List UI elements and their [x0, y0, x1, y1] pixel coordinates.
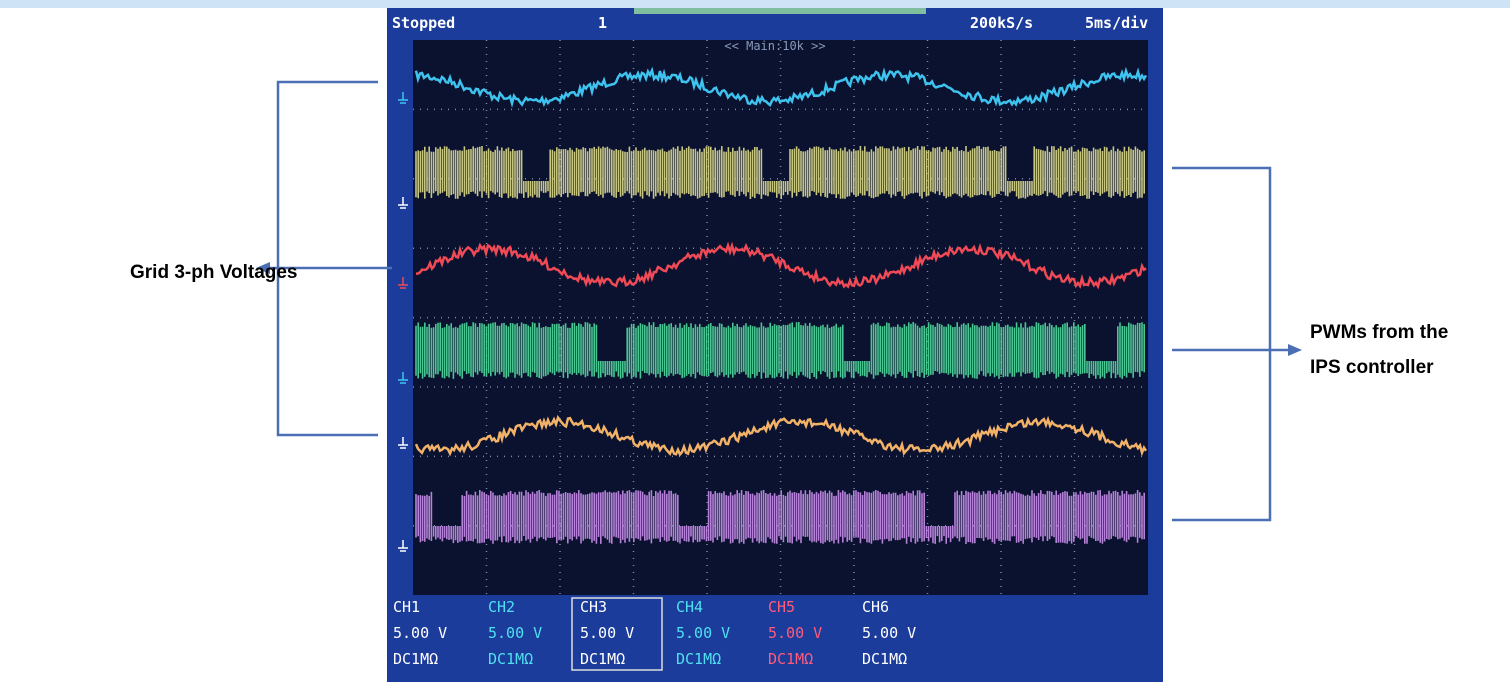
channel-scale: 5.00 V [580, 624, 634, 642]
annotation-right-line: PWMs from the [1310, 322, 1448, 343]
top-band [0, 0, 1510, 8]
zoom-label: << Main:10k >> [724, 39, 825, 53]
channel-scale: 5.00 V [393, 624, 447, 642]
channel-name: CH2 [488, 598, 515, 616]
memory-bar [634, 8, 926, 14]
channel-coupling: DC1MΩ [393, 650, 438, 668]
channel-scale: 5.00 V [862, 624, 916, 642]
channel-name: CH1 [393, 598, 420, 616]
channel-scale: 5.00 V [676, 624, 730, 642]
channel-coupling: DC1MΩ [862, 650, 907, 668]
channel-scale: 5.00 V [488, 624, 542, 642]
sample-rate: 200kS/s [970, 14, 1033, 32]
annotation-left: Grid 3-ph Voltages [130, 262, 298, 283]
annotation-right-line: IPS controller [1310, 357, 1434, 378]
channel-coupling: DC1MΩ [580, 650, 625, 668]
trigger-channel: 1 [598, 14, 607, 32]
channel-coupling: DC1MΩ [676, 650, 721, 668]
channel-coupling: DC1MΩ [488, 650, 533, 668]
status: Stopped [392, 14, 455, 32]
channel-name: CH5 [768, 598, 795, 616]
channel-name: CH6 [862, 598, 889, 616]
channel-scale: 5.00 V [768, 624, 822, 642]
time-div: 5ms/div [1085, 14, 1148, 32]
figure: Stopped 1 200kS/s 5ms/div << Main:10k >>… [0, 0, 1510, 682]
channel-name: CH3 [580, 598, 607, 616]
channel-name: CH4 [676, 598, 703, 616]
channel-coupling: DC1MΩ [768, 650, 813, 668]
arrow-right [1288, 344, 1302, 356]
